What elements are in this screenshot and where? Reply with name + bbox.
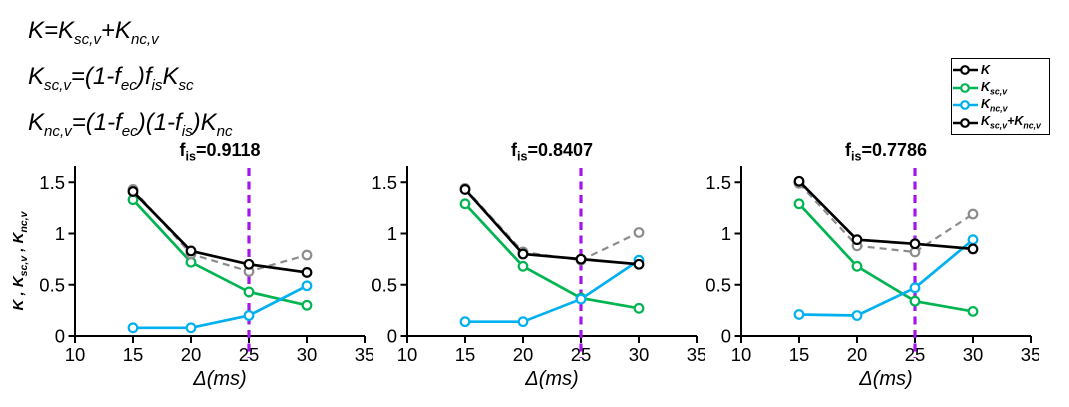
svg-text:1: 1 [721,223,731,244]
plot-area-1: 10 15 20 25 30 35 0 0.5 1 1.5 [39,166,373,365]
svg-text:0.5: 0.5 [39,274,65,295]
svg-text:0.5: 0.5 [705,274,731,295]
svg-text:20: 20 [181,344,202,365]
svg-text:25: 25 [239,344,260,365]
line-marker-icon [953,82,978,93]
equations-block: K=Ksc,v+Knc,v Ksc,v=(1-fec)fisKsc Knc,v=… [28,12,233,149]
svg-text:10: 10 [65,344,86,365]
chart-title-3: fis=0.7786 [844,140,928,164]
svg-text:0: 0 [55,326,65,347]
svg-text:35: 35 [687,344,705,365]
svg-text:15: 15 [789,344,810,365]
svg-text:30: 30 [629,344,650,365]
legend-label-k: K [981,63,991,78]
x-axis-label-2: Δ(ms) [525,368,579,390]
svg-text:35: 35 [1021,344,1039,365]
chart-panel-3: 10 15 20 25 30 35 0 0.5 1 1.5 fis=0.7786 Δ(ms) [679,140,1039,404]
svg-text:1: 1 [55,223,65,244]
svg-text:1.5: 1.5 [705,172,731,193]
svg-text:25: 25 [905,344,926,365]
svg-text:15: 15 [123,344,144,365]
svg-text:0.5: 0.5 [371,274,397,295]
equation-line-2: Ksc,v=(1-fec)fisKsc [28,62,194,94]
chart-panel-1: 10 15 20 25 30 35 0 0.5 1 1.5 fis=0.9118 Δ(ms) K … [10,140,373,404]
svg-text:20: 20 [513,344,534,365]
x-axis-label-3: Δ(ms) [859,368,913,390]
legend-label-kscv: Ksc,v [981,79,1008,97]
chart-panel-2: 10 15 20 25 30 35 0 0.5 1 1.5 fis=0.8407 Δ(ms) [345,140,705,404]
line-marker-icon [953,100,978,111]
svg-text:0: 0 [387,326,397,347]
equation-line-3: Knc,v=(1-fec)(1-fis)Knc [28,108,233,140]
line-marker-icon [953,65,978,76]
svg-text:30: 30 [297,344,318,365]
legend-item-k: K [953,62,1049,78]
svg-text:25: 25 [571,344,592,365]
y-axis-label: K , Ksc,v , Knc,v [10,211,30,311]
svg-text:35: 35 [355,344,373,365]
svg-text:1.5: 1.5 [371,172,397,193]
svg-text:1: 1 [387,223,397,244]
legend-label-sum: Ksc,v+Knc,v [981,114,1041,131]
legend-item-sum: Ksc,v+Knc,v [953,114,1049,131]
plot-area-3: 10 15 20 25 30 35 0 0.5 1 1.5 [705,166,1039,365]
svg-text:30: 30 [963,344,984,365]
svg-text:1.5: 1.5 [39,172,65,193]
line-marker-icon [953,117,978,128]
svg-text:0: 0 [721,326,731,347]
chart-title-2: fis=0.8407 [510,140,594,164]
svg-text:20: 20 [847,344,868,365]
equation-line-1: K=Ksc,v+Knc,v [28,17,159,48]
svg-text:10: 10 [731,344,752,365]
legend-item-kncv: Knc,v [953,97,1049,113]
legend-box: K Ksc,v Knc,v Ksc,v+Knc,v [951,58,1050,135]
svg-text:10: 10 [397,344,418,365]
legend-item-kscv: Ksc,v [953,80,1049,96]
legend-label-kncv: Knc,v [981,96,1008,114]
chart-title-1: fis=0.9118 [179,140,261,164]
plot-area-2: 10 15 20 25 30 35 0 0.5 1 1.5 [371,166,705,365]
x-axis-label-1: Δ(ms) [193,368,247,390]
svg-text:15: 15 [455,344,476,365]
